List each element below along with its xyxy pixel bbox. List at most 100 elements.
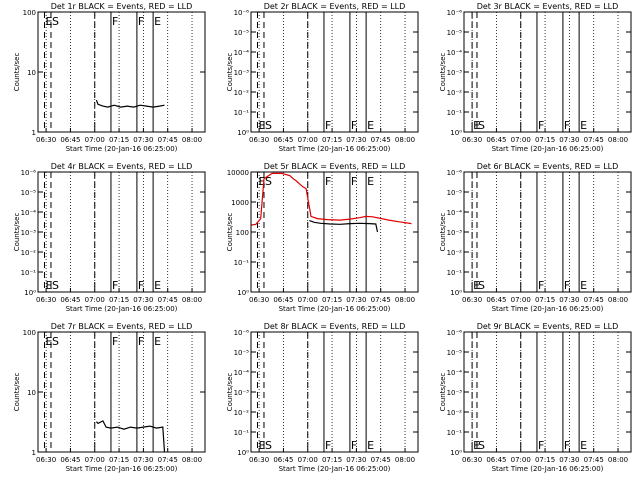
y-tick-label: 100	[23, 329, 36, 337]
marker-label: F	[538, 119, 544, 132]
x-tick-label: 07:30	[133, 136, 153, 144]
x-axis-label: Start Time (20-Jan-16 06:25:00)	[279, 145, 391, 153]
marker-label: E	[258, 439, 265, 452]
y-tick-label: 10⁻²	[234, 89, 250, 97]
y-tick-label: 10⁻³	[447, 69, 463, 77]
panel-title: Det 4r BLACK = Events, RED = LLD	[51, 162, 193, 171]
marker-label: F	[538, 439, 544, 452]
marker-label: F	[351, 175, 357, 188]
y-tick-label: 1000	[231, 199, 249, 207]
x-tick-label: 07:00	[298, 296, 318, 304]
x-tick-label: 06:45	[273, 456, 293, 464]
x-tick-label: 06:45	[60, 456, 80, 464]
marker-label: F	[325, 175, 331, 188]
x-tick-label: 08:00	[395, 456, 415, 464]
x-tick-label: 07:45	[371, 136, 391, 144]
x-tick-label: 07:45	[584, 136, 604, 144]
marker-label: E	[45, 335, 52, 348]
marker-label: F	[325, 439, 331, 452]
marker-label: F	[351, 439, 357, 452]
y-tick-label: 10⁻³	[447, 229, 463, 237]
y-tick-label: 10⁰	[237, 449, 249, 457]
y-tick-label: 10⁻²	[447, 89, 463, 97]
plot-frame	[250, 11, 419, 133]
y-tick-label: 100	[236, 229, 249, 237]
marker-label: F	[112, 279, 118, 292]
x-axis-label: Start Time (20-Jan-16 06:25:00)	[492, 145, 604, 153]
marker-label: E	[154, 279, 161, 292]
y-axis-label: Counts/sec	[226, 213, 234, 252]
y-tick-label: 10⁻¹	[234, 109, 250, 117]
y-axis-label: Counts/sec	[439, 373, 447, 412]
plot-frame	[250, 331, 419, 453]
series-events	[95, 420, 166, 453]
y-tick-label: 10⁻⁶	[447, 329, 463, 337]
y-tick-label: 10⁻²	[21, 249, 37, 257]
y-axis-label: Counts/sec	[13, 53, 21, 92]
panel-title: Det 5r BLACK = Events, RED = LLD	[264, 162, 406, 171]
y-tick-label: 100	[23, 9, 36, 17]
y-tick-label: 10⁰	[450, 289, 462, 297]
x-axis-label: Start Time (20-Jan-16 06:25:00)	[279, 305, 391, 313]
x-tick-label: 07:45	[371, 296, 391, 304]
marker-label: E	[580, 279, 587, 292]
plot-frame	[37, 331, 206, 453]
panel-title: Det 9r BLACK = Events, RED = LLD	[477, 322, 619, 331]
panel-det9r: Det 9r BLACK = Events, RED = LLDESFFE10⁰…	[439, 322, 632, 473]
marker-label: S	[265, 439, 272, 452]
x-axis-label: Start Time (20-Jan-16 06:25:00)	[66, 145, 178, 153]
y-tick-label: 10	[27, 389, 36, 397]
x-tick-label: 07:30	[346, 136, 366, 144]
marker-label: F	[325, 119, 331, 132]
x-tick-label: 08:00	[182, 456, 202, 464]
x-tick-label: 06:30	[462, 456, 482, 464]
y-tick-label: 1	[32, 129, 36, 137]
x-tick-label: 06:30	[249, 136, 269, 144]
y-tick-label: 10⁻⁵	[234, 349, 250, 357]
y-tick-label: 10⁻⁶	[21, 169, 37, 177]
x-tick-label: 07:30	[346, 296, 366, 304]
marker-label: S	[52, 279, 59, 292]
y-tick-label: 10⁻⁶	[447, 9, 463, 17]
x-tick-label: 08:00	[608, 296, 628, 304]
x-tick-label: 07:15	[109, 296, 129, 304]
marker-label: E	[367, 119, 374, 132]
marker-label: E	[367, 439, 374, 452]
y-tick-label: 10⁻³	[234, 69, 250, 77]
marker-label: E	[45, 279, 52, 292]
y-tick-label: 10000	[227, 169, 249, 177]
marker-label: E	[154, 15, 161, 28]
y-tick-label: 10⁻⁴	[447, 49, 463, 57]
marker-label: E	[580, 119, 587, 132]
y-tick-label: 10⁻⁵	[447, 349, 463, 357]
y-tick-label: 10⁻⁴	[447, 209, 463, 217]
y-tick-label: 10⁰	[450, 449, 462, 457]
y-tick-label: 10⁻⁴	[234, 49, 250, 57]
y-axis-label: Counts/sec	[439, 53, 447, 92]
x-tick-label: 07:30	[346, 456, 366, 464]
y-tick-label: 10⁻³	[234, 389, 250, 397]
panel-title: Det 3r BLACK = Events, RED = LLD	[477, 2, 619, 11]
x-tick-label: 06:45	[60, 136, 80, 144]
y-tick-label: 1	[32, 449, 36, 457]
x-tick-label: 07:00	[298, 456, 318, 464]
y-tick-label: 10⁻¹	[21, 269, 37, 277]
panel-title: Det 6r BLACK = Events, RED = LLD	[477, 162, 619, 171]
marker-label: E	[45, 15, 52, 28]
y-axis-label: Counts/sec	[226, 373, 234, 412]
x-tick-label: 07:15	[535, 296, 555, 304]
x-tick-label: 06:45	[486, 456, 506, 464]
marker-label: F	[564, 119, 570, 132]
y-tick-label: 10⁻⁶	[447, 169, 463, 177]
x-tick-label: 07:00	[511, 136, 531, 144]
marker-label: F	[138, 335, 144, 348]
marker-label: E	[367, 175, 374, 188]
x-axis-label: Start Time (20-Jan-16 06:25:00)	[279, 465, 391, 473]
y-tick-label: 10⁰	[237, 129, 249, 137]
y-tick-label: 10⁻²	[447, 409, 463, 417]
y-tick-label: 10⁻⁶	[234, 9, 250, 17]
marker-label: S	[52, 335, 59, 348]
